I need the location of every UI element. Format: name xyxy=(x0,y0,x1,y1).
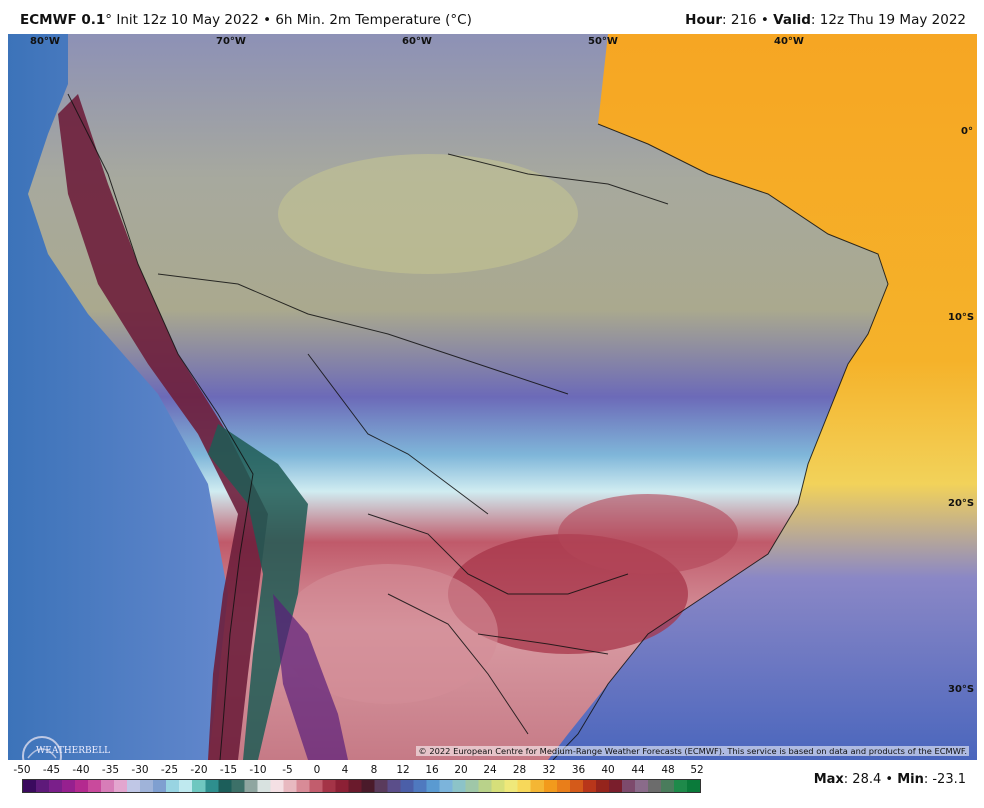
weatherbell-logo xyxy=(22,736,62,760)
lat-label-0: 0° xyxy=(961,126,973,137)
valid-label: Valid xyxy=(773,12,811,28)
map-graphic xyxy=(8,34,977,760)
lat-label-20s: 20°S xyxy=(948,498,975,509)
cbar-tick: -15 xyxy=(219,764,238,776)
cbar-tick: -10 xyxy=(249,764,267,776)
cbar-tick: -50 xyxy=(13,764,31,776)
cbar-tick: -25 xyxy=(160,764,179,776)
max-label: Max xyxy=(813,772,844,787)
lon-label-50w: 50°W xyxy=(588,36,618,47)
lon-label-70w: 70°W xyxy=(216,36,246,47)
cbar-tick: 28 xyxy=(512,764,527,776)
copyright-notice: © 2022 European Centre for Medium-Range … xyxy=(416,746,969,756)
hour-value: : 216 • xyxy=(722,12,774,28)
title: ECMWF 0.1° Init 12z 10 May 2022 • 6h Min… xyxy=(20,12,472,28)
cbar-tick: 44 xyxy=(631,764,645,776)
lon-label-60w: 60°W xyxy=(402,36,432,47)
hour-label: Hour xyxy=(685,12,723,28)
logo-text: WEATHERBELL xyxy=(36,746,111,756)
cbar-tick: -35 xyxy=(101,764,120,776)
temperature-map: 80°W 70°W 60°W 50°W 40°W 0° 10°S 20°S 30… xyxy=(8,34,977,760)
cbar-tick: 8 xyxy=(370,764,378,776)
temperature-colorbar xyxy=(22,779,701,793)
cbar-tick: 0 xyxy=(313,764,321,776)
cbar-tick: -20 xyxy=(190,764,208,776)
init-text: Init 12z 10 May 2022 • 6h Min. 2m Temper… xyxy=(112,12,472,28)
cbar-tick: -45 xyxy=(42,764,61,776)
degree-mark: ° xyxy=(105,12,113,28)
cbar-tick: 20 xyxy=(454,764,468,776)
lat-label-30s: 30°S xyxy=(948,684,975,695)
cbar-tick: 36 xyxy=(571,764,586,776)
cbar-tick: 40 xyxy=(601,764,615,776)
cbar-tick: 24 xyxy=(483,764,497,776)
min-value: : -23.1 xyxy=(923,772,966,787)
lon-label-80w: 80°W xyxy=(30,36,60,47)
cbar-tick: -5 xyxy=(282,764,293,776)
cbar-tick: 52 xyxy=(690,764,704,776)
lat-label-10s: 10°S xyxy=(948,312,975,323)
cbar-tick: 4 xyxy=(341,764,349,776)
cbar-tick: -40 xyxy=(72,764,90,776)
cbar-tick: 32 xyxy=(542,764,556,776)
cbar-tick: 48 xyxy=(661,764,675,776)
lon-label-40w: 40°W xyxy=(774,36,804,47)
max-value: : 28.4 • xyxy=(843,772,898,787)
header-bar: ECMWF 0.1° Init 12z 10 May 2022 • 6h Min… xyxy=(0,0,984,34)
valid-info: Hour: 216 • Valid: 12z Thu 19 May 2022 xyxy=(685,12,966,28)
cbar-tick: -30 xyxy=(131,764,149,776)
model-name: ECMWF 0.1 xyxy=(20,12,106,28)
colorbar-tick-labels: -50 -45 -40 -35 -30 -25 -20 -15 -10 -5 0… xyxy=(0,764,720,778)
max-min-stats: Max: 28.4 • Min: -23.1 xyxy=(814,772,966,787)
cbar-tick: 12 xyxy=(396,764,410,776)
cbar-tick: 16 xyxy=(425,764,439,776)
valid-value: : 12z Thu 19 May 2022 xyxy=(810,12,966,28)
min-label: Min xyxy=(897,772,924,787)
